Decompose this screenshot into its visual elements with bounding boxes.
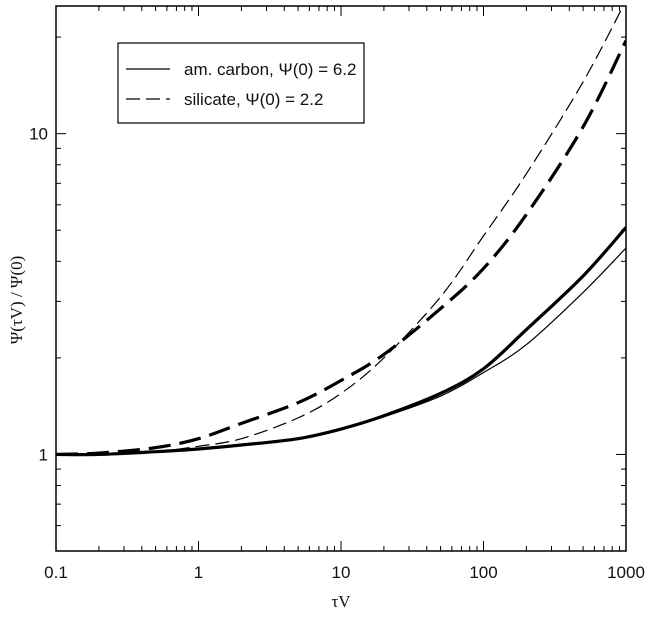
legend-label-carbon: am. carbon, Ψ(0) = 6.2 xyxy=(184,60,356,79)
legend-label-silicate: silicate, Ψ(0) = 2.2 xyxy=(184,90,323,109)
y-tick-label: 1 xyxy=(39,445,48,464)
legend-box xyxy=(117,42,365,124)
series-line-solid-thick xyxy=(56,226,626,457)
x-tick-label: 10 xyxy=(332,563,351,582)
tick-labels-layer: 0.1 1 10 100 1000 1 10 xyxy=(29,125,645,582)
y-tick-label: 10 xyxy=(29,125,48,144)
series-line-solid-thin xyxy=(56,247,626,456)
series-line-dashed-thin xyxy=(56,6,624,456)
y-axis-label: Ψ(τV) / Ψ(0) xyxy=(7,256,26,345)
x-tick-label: 1 xyxy=(194,563,203,582)
ticks-layer xyxy=(55,6,627,552)
legend: am. carbon, Ψ(0) = 6.2 silicate, Ψ(0) = … xyxy=(117,42,365,124)
x-tick-label: 1000 xyxy=(607,563,645,582)
series-layer xyxy=(56,6,626,457)
x-axis-label: τV xyxy=(331,592,351,611)
x-tick-label: 100 xyxy=(469,563,497,582)
series-line-dashed-thick xyxy=(56,39,626,457)
x-tick-label: 0.1 xyxy=(44,563,68,582)
